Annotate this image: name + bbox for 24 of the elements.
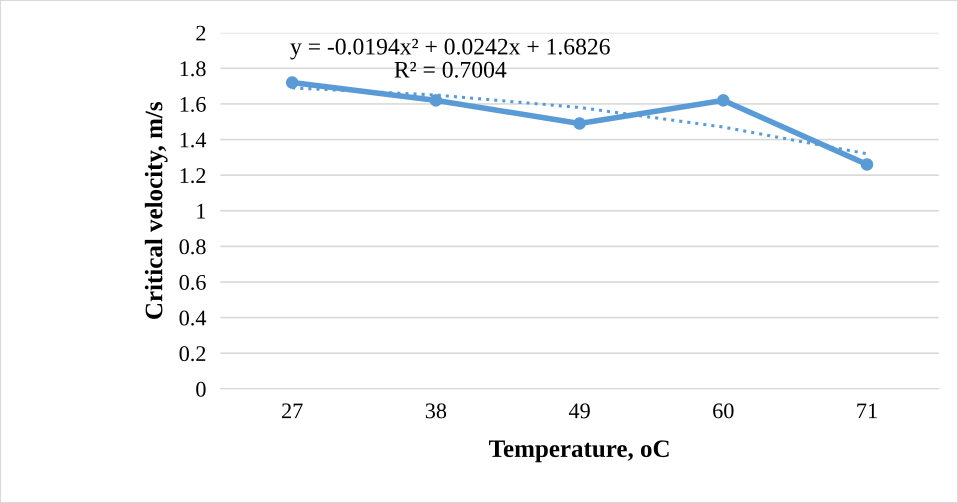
y-tick-label: 1.4 xyxy=(180,132,206,148)
y-tick-label: 1 xyxy=(197,204,206,218)
x-tick-label: 60 xyxy=(713,403,734,418)
x-axis-title: Temperature, oC xyxy=(489,440,669,462)
y-tick-label: 1.8 xyxy=(180,61,206,76)
annotation: y = -0.0194x² + 0.0242x + 1.6826 R² = 0.7004 xyxy=(290,38,610,78)
point xyxy=(860,158,874,171)
y-tick-label: 0.2 xyxy=(180,346,206,362)
y-tick-label: 0.4 xyxy=(180,310,206,326)
x-tick-label: 49 xyxy=(568,403,590,418)
point xyxy=(573,117,586,130)
y-tick-label: 0 xyxy=(196,382,206,397)
point xyxy=(717,94,730,107)
x-tick-label: 71 xyxy=(857,403,877,418)
y-tick-label: 1.2 xyxy=(180,168,206,184)
y-tick-label: 0.8 xyxy=(180,239,206,254)
y-tick-label: 1.6 xyxy=(180,96,206,112)
x-tick-label: 27 xyxy=(282,403,303,418)
y-tick-label: 2 xyxy=(196,26,206,40)
x-tick-label: 38 xyxy=(426,403,446,418)
point xyxy=(430,94,442,107)
point xyxy=(286,76,298,89)
y-axis-title: Critical velocity, m/s xyxy=(144,102,168,319)
y-tick-label: 0.6 xyxy=(180,274,206,290)
